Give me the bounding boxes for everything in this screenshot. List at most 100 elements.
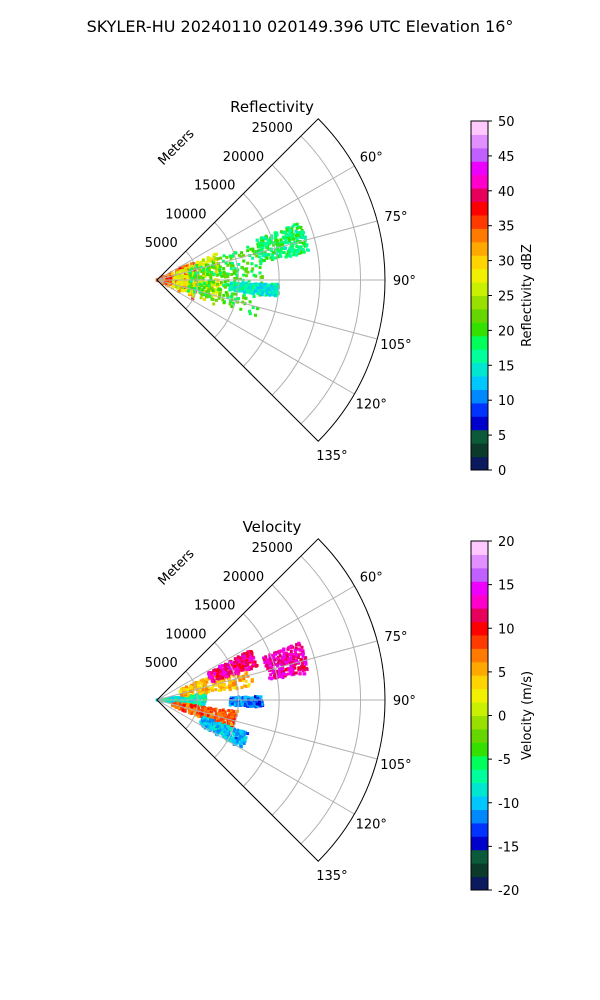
data-gate — [257, 242, 261, 246]
data-gate — [256, 284, 260, 288]
data-gate — [261, 290, 265, 294]
data-gate — [207, 673, 211, 677]
data-gate — [222, 683, 226, 687]
data-gate — [208, 268, 212, 272]
data-gate — [279, 238, 283, 242]
data-gate — [232, 736, 236, 740]
data-gate — [226, 722, 230, 726]
colorbar-segment — [471, 362, 488, 377]
data-gate — [229, 256, 233, 260]
data-gate — [239, 277, 243, 281]
data-gate — [201, 720, 205, 724]
data-gate — [266, 667, 270, 671]
data-gate — [271, 256, 275, 260]
data-gate — [242, 293, 246, 297]
data-gate — [205, 294, 209, 298]
data-gate — [240, 730, 244, 734]
colorbar-segment — [471, 836, 488, 851]
data-gate — [245, 668, 249, 672]
data-gate — [222, 301, 226, 305]
data-gate — [305, 666, 309, 670]
data-gate — [282, 662, 286, 666]
data-gate — [180, 282, 184, 286]
data-gate — [221, 732, 225, 736]
colorbar-segment — [471, 201, 488, 216]
colorbar-segment — [471, 634, 488, 649]
data-gate — [173, 279, 177, 283]
data-gate — [278, 654, 282, 658]
data-gate — [190, 287, 194, 291]
data-gate — [207, 690, 211, 694]
data-gate — [254, 664, 258, 668]
data-gate — [209, 276, 213, 280]
colorbar-segment — [471, 121, 488, 135]
data-gate — [206, 270, 210, 274]
data-gate — [280, 666, 284, 670]
data-gate — [250, 652, 254, 656]
data-gate — [167, 280, 171, 284]
angular-tick-label: 135° — [316, 449, 347, 464]
data-gate — [234, 742, 238, 746]
data-gate — [221, 711, 225, 715]
data-gate — [244, 663, 248, 667]
data-gate — [184, 685, 188, 689]
data-gate — [232, 732, 236, 736]
data-gate — [254, 313, 258, 317]
data-gate — [204, 689, 208, 693]
data-gate — [250, 269, 254, 273]
data-gate — [218, 288, 222, 292]
data-gate — [190, 276, 194, 280]
data-gate — [191, 262, 195, 266]
data-gate — [207, 727, 211, 731]
data-gate — [172, 276, 176, 280]
data-gate — [193, 286, 197, 290]
data-gate — [299, 225, 303, 229]
data-gate — [163, 699, 167, 703]
data-gate — [266, 661, 270, 665]
data-gate — [292, 253, 296, 257]
data-gate — [219, 282, 223, 286]
azimuth-spoke — [156, 279, 355, 395]
data-gate — [233, 266, 237, 270]
data-gate — [243, 736, 247, 740]
data-gate — [242, 703, 246, 707]
colorbar-tick-label: 15 — [498, 359, 515, 374]
data-gate — [185, 700, 189, 704]
data-gate — [218, 708, 222, 712]
data-gate — [248, 283, 252, 287]
data-gate — [205, 284, 209, 288]
data-gate — [195, 713, 199, 717]
data-gate — [206, 263, 210, 267]
data-gate — [244, 274, 248, 278]
data-gate — [214, 256, 218, 260]
data-gate — [298, 648, 302, 652]
data-gate — [297, 666, 301, 670]
data-gate — [284, 238, 288, 242]
data-gate — [171, 285, 175, 289]
data-gate — [181, 708, 185, 712]
data-gate — [298, 672, 302, 676]
data-gate — [192, 294, 196, 298]
data-gate — [204, 261, 208, 265]
data-gate — [211, 297, 215, 301]
data-gate — [177, 280, 181, 284]
data-gate — [198, 268, 202, 272]
figure-title: SKYLER-HU 20240110 020149.396 UTC Elevat… — [87, 17, 514, 36]
data-gate — [209, 273, 213, 277]
data-gate — [260, 702, 264, 706]
data-gate — [263, 286, 267, 290]
data-gate — [187, 692, 191, 696]
data-gate — [259, 257, 263, 261]
data-gate — [190, 705, 194, 709]
data-gate — [203, 697, 207, 701]
data-gate — [219, 281, 223, 285]
data-gate — [180, 687, 184, 691]
data-gate — [299, 245, 303, 249]
data-gate — [214, 719, 218, 723]
data-gate — [228, 703, 232, 707]
angular-tick-label: 105° — [380, 338, 411, 353]
data-gate — [229, 299, 233, 303]
data-gate — [285, 654, 289, 658]
data-gate — [212, 679, 216, 683]
data-gate — [201, 678, 205, 682]
